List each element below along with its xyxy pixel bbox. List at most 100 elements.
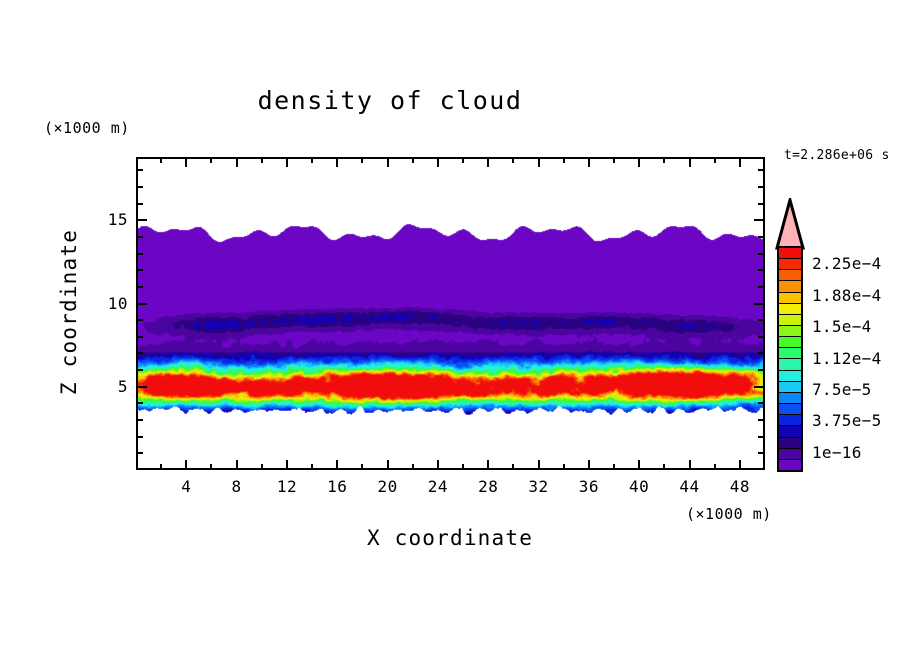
colorbar-band	[779, 347, 801, 359]
page-title: density of cloud	[257, 86, 523, 115]
colorbar-tick-label: 1.12e−4	[812, 348, 882, 368]
y-axis-tick	[758, 419, 765, 422]
y-axis-tick	[758, 169, 765, 172]
x-tick-label: 40	[629, 477, 650, 496]
y-axis-tick	[136, 419, 143, 422]
y-axis-tick	[758, 369, 765, 372]
x-tick-label: 36	[578, 477, 599, 496]
x-axis-tick	[285, 460, 288, 470]
colorbar-tick-label: 7.5e−5	[812, 380, 872, 399]
x-tick-label: 32	[528, 477, 549, 496]
y-axis-tick	[136, 169, 143, 172]
x-axis-tick	[738, 157, 741, 167]
x-axis-tick	[411, 157, 414, 163]
y-axis-tick	[758, 252, 765, 255]
x-axis-tick	[562, 157, 565, 163]
colorbar-band	[779, 302, 801, 314]
colorbar-band	[779, 313, 801, 325]
x-axis-tick	[160, 464, 163, 470]
x-axis-tick	[713, 464, 716, 470]
plot-area	[136, 157, 765, 470]
y-axis-tick	[754, 385, 765, 388]
y-axis-tick	[136, 302, 147, 305]
colorbar-band	[779, 258, 801, 270]
colorbar-band	[779, 436, 801, 448]
y-axis-tick	[758, 319, 765, 322]
x-tick-label: 8	[231, 477, 242, 496]
y-axis-tick	[758, 352, 765, 355]
y-axis-tick	[136, 369, 143, 372]
x-axis-tick	[462, 464, 465, 470]
colorbar-tick-label: 2.25e−4	[812, 254, 882, 274]
y-axis-tick	[136, 452, 143, 455]
y-axis-tick	[758, 335, 765, 338]
x-axis-tick	[411, 464, 414, 470]
y-axis-tick	[758, 452, 765, 455]
y-axis-title: Z coordinate	[57, 228, 81, 396]
x-axis-tick	[613, 464, 616, 470]
y-axis-tick	[136, 252, 143, 255]
colorbar-band	[779, 458, 801, 470]
x-axis-tick	[235, 460, 238, 470]
x-axis-tick	[713, 157, 716, 163]
x-axis-tick	[537, 460, 540, 470]
y-axis-tick	[758, 285, 765, 288]
x-axis-tick	[587, 460, 590, 470]
colorbar-tick-label: 1e−16	[812, 442, 862, 462]
x-axis-tick	[436, 460, 439, 470]
y-axis-tick	[758, 202, 765, 205]
colorbar-band	[779, 369, 801, 381]
x-axis-tick	[688, 157, 691, 167]
x-axis-tick	[160, 157, 163, 163]
x-axis-tick	[235, 157, 238, 167]
x-axis-tick	[487, 157, 490, 167]
x-axis-tick	[487, 460, 490, 470]
y-axis-tick	[758, 269, 765, 272]
y-axis-tick	[136, 435, 143, 438]
x-axis-tick	[386, 157, 389, 167]
x-axis-tick	[613, 157, 616, 163]
x-axis-tick	[688, 460, 691, 470]
y-axis-units-label: (×1000 m)	[44, 119, 130, 137]
x-axis-tick	[663, 464, 666, 470]
y-axis-tick	[136, 402, 143, 405]
x-axis-tick	[587, 157, 590, 167]
y-axis-tick	[758, 435, 765, 438]
x-axis-tick	[210, 464, 213, 470]
colorbar-band	[779, 403, 801, 415]
y-axis-tick	[136, 352, 143, 355]
y-axis-tick	[136, 202, 143, 205]
colorbar-band	[779, 425, 801, 437]
x-axis-tick	[562, 464, 565, 470]
colorbar-band	[779, 414, 801, 426]
x-tick-label: 44	[679, 477, 700, 496]
colorbar-band	[779, 336, 801, 348]
x-axis-tick	[512, 157, 515, 163]
colorbar-band	[779, 280, 801, 292]
x-axis-title: X coordinate	[366, 526, 534, 550]
colorbar-tick-label: 3.75e−5	[812, 411, 882, 431]
y-axis-tick	[758, 235, 765, 238]
colorbar-band	[779, 391, 801, 404]
x-tick-label: 4	[181, 477, 192, 496]
x-axis-tick	[638, 157, 641, 167]
x-axis-tick	[336, 460, 339, 470]
y-axis-tick	[136, 219, 147, 222]
colorbar	[775, 198, 805, 474]
y-axis-tick	[136, 319, 143, 322]
colorbar-tick-label: 1.5e−4	[812, 317, 872, 337]
x-axis-tick	[386, 460, 389, 470]
x-axis-tick	[537, 157, 540, 167]
y-axis-tick	[758, 185, 765, 188]
colorbar-overflow-arrow-icon	[775, 198, 805, 250]
y-axis-tick	[136, 269, 143, 272]
colorbar-band	[779, 324, 801, 337]
cloud-density-field	[138, 159, 763, 468]
x-axis-tick	[210, 157, 213, 163]
x-axis-tick	[185, 460, 188, 470]
x-axis-tick	[185, 157, 188, 167]
x-tick-label: 12	[276, 477, 298, 496]
x-axis-tick	[663, 157, 666, 163]
x-axis-tick	[738, 460, 741, 470]
